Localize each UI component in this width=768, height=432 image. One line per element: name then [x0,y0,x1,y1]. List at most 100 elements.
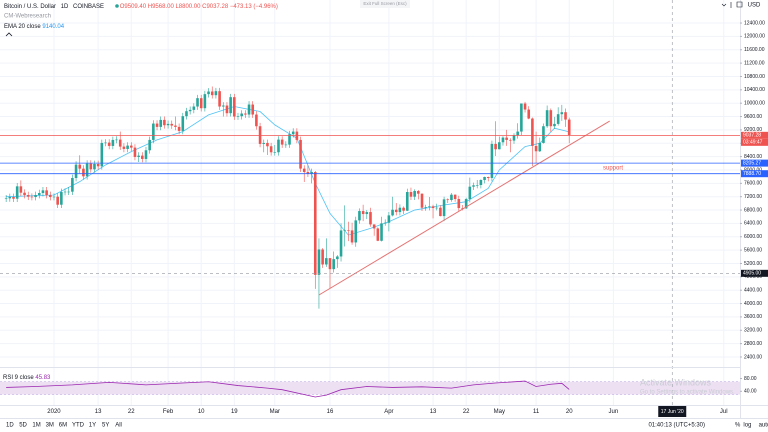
candle-body [148,139,151,151]
candle-body [545,110,549,127]
y-tick-label: 6400.00 [744,221,762,227]
candle-body [192,106,196,110]
range-button[interactable]: 3M [46,423,54,429]
y-tick-label: 10400.00 [744,87,765,93]
candle-body [358,211,361,221]
candle-body [321,249,324,265]
clock: 01:40:13 (UTC+5:30) [648,423,705,429]
candle-body [409,192,413,197]
candle-body [424,207,427,208]
candle-body [89,163,93,170]
rsi-value: 45.83 [35,375,51,381]
y-tick-label: 5600.00 [744,247,762,253]
scale-option[interactable]: auto [759,423,768,429]
x-tick-label: 10 [198,409,205,415]
rsi-tick-label: 40.00 [744,389,757,395]
candle-body [82,168,85,177]
candle-body [295,131,299,140]
candle-body [240,113,243,117]
exit-fullscreen[interactable]: Exit Full Screen (Esc) [363,1,407,6]
candle-body [457,199,461,209]
candle-body [78,164,82,169]
legend-header: Bitcoin / U.S. Dollar 1D COINBASE O9509.… [4,4,278,10]
candle-body [369,212,372,225]
y-tick-label: 6800.00 [744,207,762,213]
candle-body [446,199,450,201]
x-tick-label: 19 [231,409,238,415]
y-tick-label: 9600.00 [744,114,762,120]
y-tick-label: 10800.00 [744,74,765,80]
window-controls[interactable] [721,1,743,8]
plot-layer [0,0,740,405]
candle-body [49,195,52,198]
candle-body [567,119,571,136]
currency: USD [748,3,761,9]
range-button[interactable]: All [115,423,122,429]
candle-body [144,150,148,159]
x-tick-label: 16 [327,409,334,415]
x-tick-label: 13 [430,409,437,415]
candle-body [266,142,269,147]
candle-body [60,192,63,205]
candle-body [111,139,115,146]
candle-body [137,155,140,157]
x-tick-label: 11 [533,409,540,415]
candle-body [302,168,306,172]
range-button[interactable]: 1M [32,423,40,429]
exit-fullscreen-bg[interactable] [360,0,410,8]
candle-body [4,198,8,199]
candle-body [516,131,519,136]
ema-name: EMA 20 close [4,24,41,30]
crosshair-y-label-bg [741,269,768,277]
candle-body [133,147,137,157]
range-button[interactable]: YTD [72,423,85,429]
x-tick-label: 22 [463,409,470,415]
candle-body [354,220,358,243]
candle-body [291,131,295,135]
x-tick-label: Mar [270,409,280,415]
candle-body [247,104,251,115]
candle-body [115,139,118,141]
collapse-legend[interactable] [5,32,13,37]
y-tick-label: 5200.00 [744,261,762,267]
candle-body [188,109,192,112]
y-tick-label: 11200.00 [744,60,765,66]
candle-body [163,119,166,126]
y-tick-label: 4000.00 [744,301,762,307]
range-button[interactable]: 5D [19,423,27,429]
candle-body [325,258,328,265]
candle-body [347,230,350,231]
candle-body [155,123,159,127]
candle-body [553,123,556,127]
x-tick-label: 20 [566,409,573,415]
candle-body [15,186,19,199]
candle-body [199,98,203,109]
candle-body [328,258,332,270]
candle-body [339,230,343,257]
candle-body [394,209,398,213]
toolbar: 1D 5D 1M 3M 6M YTD 1Y 5Y All%log auto [6,423,768,429]
crosshair-x-label-bg [658,406,687,417]
candle-body [107,142,111,146]
candle-body [520,103,523,132]
candle-body [255,114,258,127]
candle-body [122,146,126,149]
annotation-support: support [603,166,623,172]
scale-option[interactable]: % [735,423,741,429]
candle-body [497,142,501,150]
candle-body [310,171,313,174]
candle-body [509,139,512,141]
y-tick-label: 7600.00 [744,181,762,187]
range-button[interactable]: 5Y [102,423,109,429]
range-button[interactable]: 1D [6,423,14,429]
candle-body [343,230,347,231]
candle-body [129,145,133,148]
candle-body [174,125,177,127]
scale-option[interactable]: log [743,423,751,429]
price-label: 7888.70 [743,171,761,177]
candle-body [391,209,394,216]
range-button[interactable]: 1Y [89,423,96,429]
x-tick-label: 22 [128,409,135,415]
range-button[interactable]: 6M [59,423,67,429]
candle-body [527,109,531,119]
